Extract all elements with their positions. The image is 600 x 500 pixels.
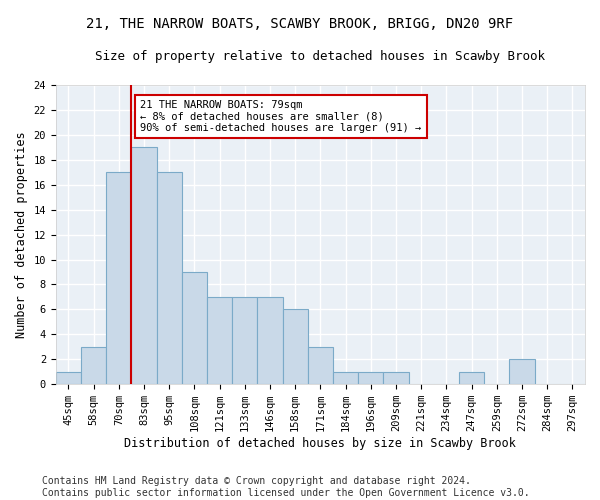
- Bar: [182, 272, 207, 384]
- Bar: [157, 172, 182, 384]
- Bar: [333, 372, 358, 384]
- Bar: [207, 297, 232, 384]
- Text: 21 THE NARROW BOATS: 79sqm
← 8% of detached houses are smaller (8)
90% of semi-d: 21 THE NARROW BOATS: 79sqm ← 8% of detac…: [140, 100, 421, 133]
- Bar: [257, 297, 283, 384]
- Bar: [383, 372, 409, 384]
- Bar: [509, 360, 535, 384]
- Y-axis label: Number of detached properties: Number of detached properties: [15, 132, 28, 338]
- Bar: [81, 347, 106, 384]
- Title: Size of property relative to detached houses in Scawby Brook: Size of property relative to detached ho…: [95, 50, 545, 63]
- Bar: [308, 347, 333, 384]
- X-axis label: Distribution of detached houses by size in Scawby Brook: Distribution of detached houses by size …: [124, 437, 517, 450]
- Bar: [232, 297, 257, 384]
- Bar: [283, 310, 308, 384]
- Bar: [459, 372, 484, 384]
- Bar: [358, 372, 383, 384]
- Bar: [131, 148, 157, 384]
- Text: Contains HM Land Registry data © Crown copyright and database right 2024.
Contai: Contains HM Land Registry data © Crown c…: [42, 476, 530, 498]
- Text: 21, THE NARROW BOATS, SCAWBY BROOK, BRIGG, DN20 9RF: 21, THE NARROW BOATS, SCAWBY BROOK, BRIG…: [86, 18, 514, 32]
- Bar: [56, 372, 81, 384]
- Bar: [106, 172, 131, 384]
